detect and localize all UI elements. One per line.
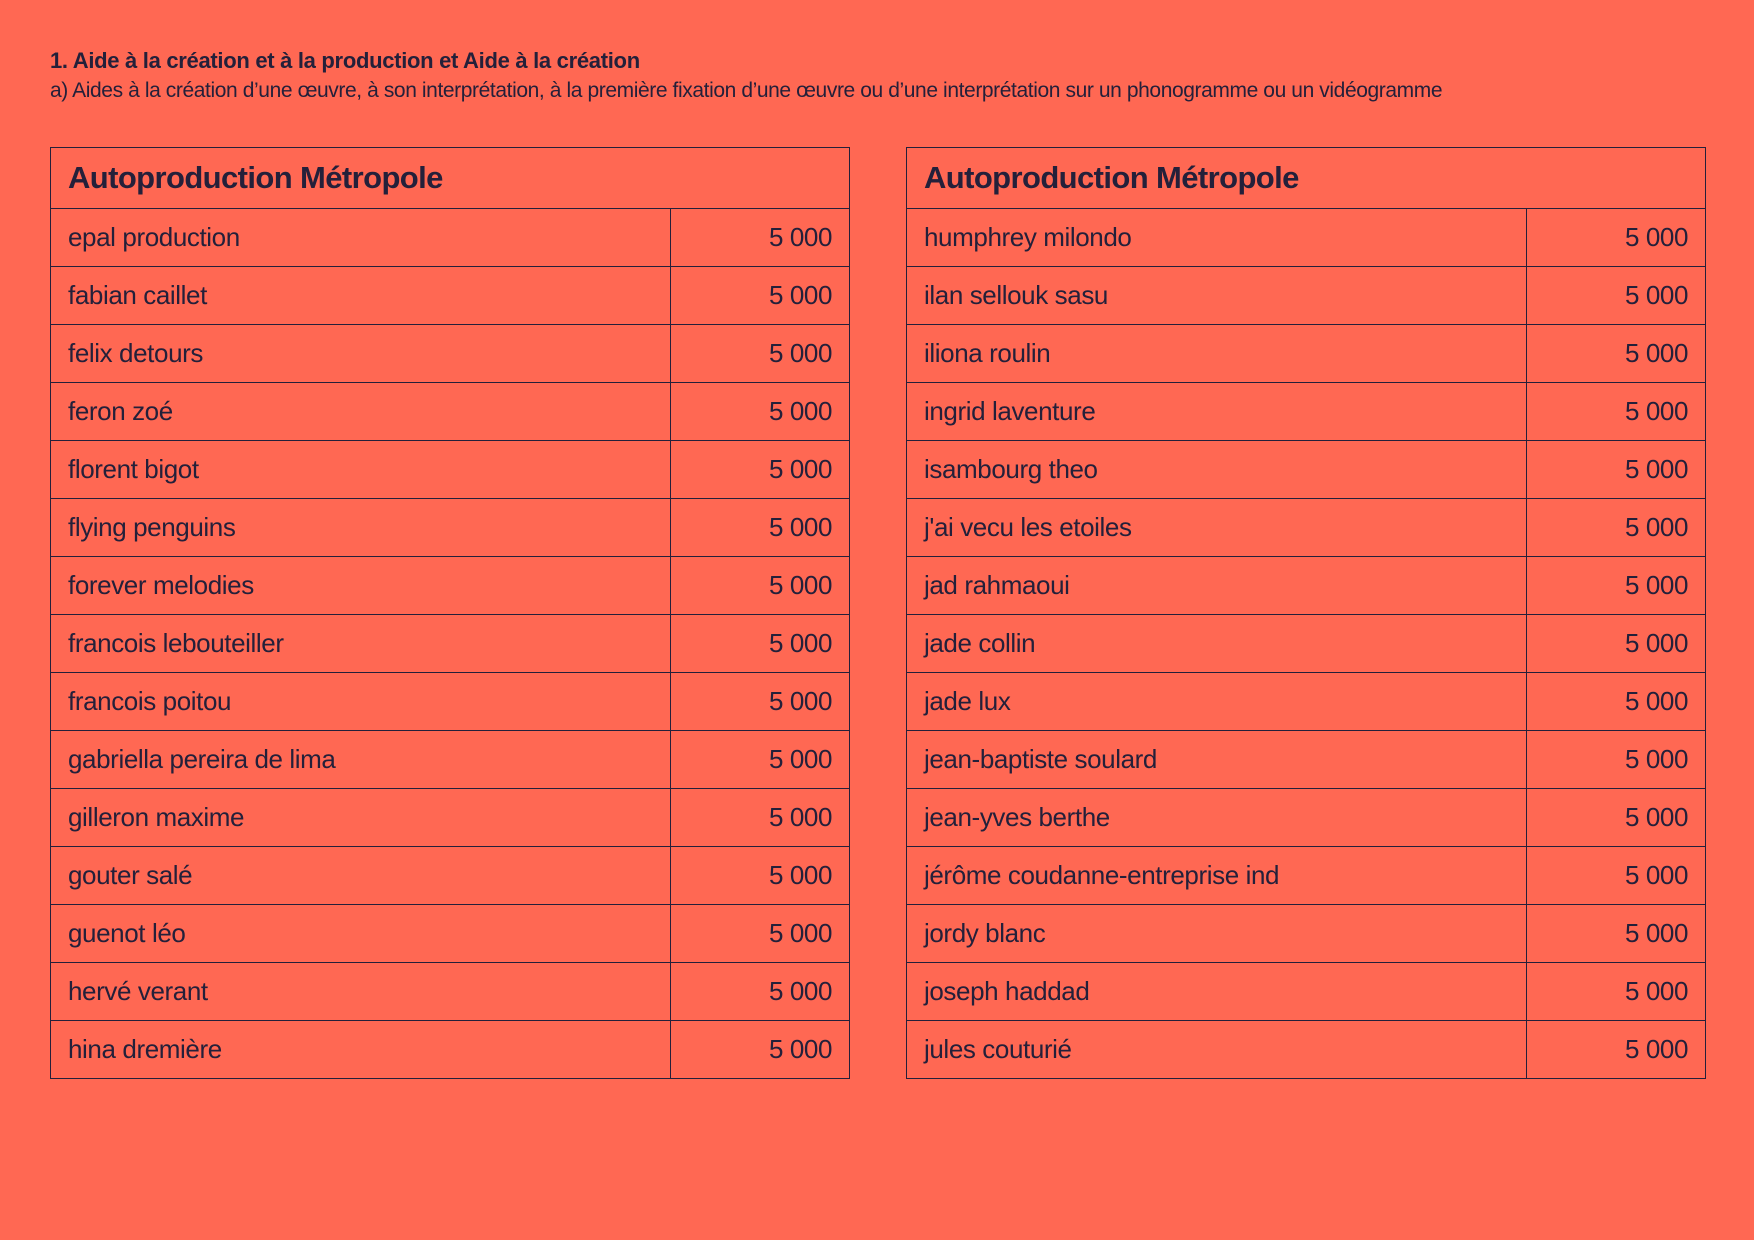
table-row: gabriella pereira de lima 5 000 bbox=[50, 730, 851, 789]
grant-amount: 5 000 bbox=[669, 730, 851, 789]
section-header: 1. Aide à la création et à la production… bbox=[50, 46, 1720, 106]
recipient-name: jade collin bbox=[906, 614, 1527, 673]
grant-amount: 5 000 bbox=[1525, 1020, 1707, 1079]
recipient-name: felix detours bbox=[50, 324, 671, 383]
table-row: jade lux 5 000 bbox=[906, 672, 1707, 731]
table-row: epal production 5 000 bbox=[50, 208, 851, 267]
grant-amount: 5 000 bbox=[1525, 440, 1707, 499]
table-row: florent bigot 5 000 bbox=[50, 440, 851, 499]
recipient-name: jean-baptiste soulard bbox=[906, 730, 1527, 789]
grant-amount: 5 000 bbox=[1525, 614, 1707, 673]
table-row: jean-baptiste soulard 5 000 bbox=[906, 730, 1707, 789]
section-title: 1. Aide à la création et à la production… bbox=[50, 48, 640, 73]
recipient-name: francois lebouteiller bbox=[50, 614, 671, 673]
table-row: hervé verant 5 000 bbox=[50, 962, 851, 1021]
table-row: hina dremière 5 000 bbox=[50, 1020, 851, 1079]
table-row: francois lebouteiller 5 000 bbox=[50, 614, 851, 673]
grant-amount: 5 000 bbox=[669, 672, 851, 731]
recipient-name: humphrey milondo bbox=[906, 208, 1527, 267]
recipient-name: hina dremière bbox=[50, 1020, 671, 1079]
recipient-name: francois poitou bbox=[50, 672, 671, 731]
table-row: francois poitou 5 000 bbox=[50, 672, 851, 731]
recipient-name: jad rahmaoui bbox=[906, 556, 1527, 615]
table-row: forever melodies 5 000 bbox=[50, 556, 851, 615]
recipient-name: florent bigot bbox=[50, 440, 671, 499]
recipient-name: gilleron maxime bbox=[50, 788, 671, 847]
table-heading: Autoproduction Métropole bbox=[905, 147, 1707, 209]
recipient-name: feron zoé bbox=[50, 382, 671, 441]
recipient-name: jérôme coudanne-entreprise ind bbox=[906, 846, 1527, 905]
table-row: jordy blanc 5 000 bbox=[906, 904, 1707, 963]
recipient-name: jade lux bbox=[906, 672, 1527, 731]
recipient-name: jordy blanc bbox=[906, 904, 1527, 963]
grant-amount: 5 000 bbox=[1525, 498, 1707, 557]
grant-amount: 5 000 bbox=[669, 208, 851, 267]
grant-amount: 5 000 bbox=[669, 382, 851, 441]
grant-amount: 5 000 bbox=[669, 440, 851, 499]
table-header-row: Autoproduction Métropole bbox=[49, 147, 851, 209]
table-row: humphrey milondo 5 000 bbox=[906, 208, 1707, 267]
grant-amount: 5 000 bbox=[669, 904, 851, 963]
recipient-name: guenot léo bbox=[50, 904, 671, 963]
table-heading: Autoproduction Métropole bbox=[49, 147, 851, 209]
recipient-name: gabriella pereira de lima bbox=[50, 730, 671, 789]
table-row: fabian caillet 5 000 bbox=[50, 266, 851, 325]
grant-amount: 5 000 bbox=[1525, 208, 1707, 267]
recipient-name: forever melodies bbox=[50, 556, 671, 615]
grant-amount: 5 000 bbox=[1525, 324, 1707, 383]
table-row: guenot léo 5 000 bbox=[50, 904, 851, 963]
table-row: flying penguins 5 000 bbox=[50, 498, 851, 557]
grant-amount: 5 000 bbox=[669, 324, 851, 383]
table-row: felix detours 5 000 bbox=[50, 324, 851, 383]
table-row: ilan sellouk sasu 5 000 bbox=[906, 266, 1707, 325]
table-row: jérôme coudanne-entreprise ind 5 000 bbox=[906, 846, 1707, 905]
grant-amount: 5 000 bbox=[669, 1020, 851, 1079]
recipient-name: joseph haddad bbox=[906, 962, 1527, 1021]
grant-amount: 5 000 bbox=[669, 498, 851, 557]
table-row: jean-yves berthe 5 000 bbox=[906, 788, 1707, 847]
grant-amount: 5 000 bbox=[1525, 556, 1707, 615]
table-row: j'ai vecu les etoiles 5 000 bbox=[906, 498, 1707, 557]
grant-amount: 5 000 bbox=[669, 556, 851, 615]
grant-amount: 5 000 bbox=[1525, 266, 1707, 325]
grant-amount: 5 000 bbox=[669, 962, 851, 1021]
recipient-name: jules couturié bbox=[906, 1020, 1527, 1079]
recipient-name: jean-yves berthe bbox=[906, 788, 1527, 847]
grant-amount: 5 000 bbox=[1525, 904, 1707, 963]
table-row: jules couturié 5 000 bbox=[906, 1020, 1707, 1079]
grant-table-right: Autoproduction Métropole humphrey milond… bbox=[905, 147, 1707, 1079]
grant-amount: 5 000 bbox=[669, 788, 851, 847]
table-row: feron zoé 5 000 bbox=[50, 382, 851, 441]
table-row: isambourg theo 5 000 bbox=[906, 440, 1707, 499]
table-row: ingrid laventure 5 000 bbox=[906, 382, 1707, 441]
recipient-name: epal production bbox=[50, 208, 671, 267]
table-row: gilleron maxime 5 000 bbox=[50, 788, 851, 847]
grant-amount: 5 000 bbox=[1525, 788, 1707, 847]
grant-amount: 5 000 bbox=[669, 266, 851, 325]
recipient-name: flying penguins bbox=[50, 498, 671, 557]
grant-table-left: Autoproduction Métropole epal production… bbox=[49, 147, 851, 1079]
table-row: joseph haddad 5 000 bbox=[906, 962, 1707, 1021]
table-row: iliona roulin 5 000 bbox=[906, 324, 1707, 383]
grant-amount: 5 000 bbox=[1525, 382, 1707, 441]
table-row: jade collin 5 000 bbox=[906, 614, 1707, 673]
table-header-row: Autoproduction Métropole bbox=[905, 147, 1707, 209]
recipient-name: gouter salé bbox=[50, 846, 671, 905]
recipient-name: fabian caillet bbox=[50, 266, 671, 325]
grant-amount: 5 000 bbox=[1525, 672, 1707, 731]
grant-amount: 5 000 bbox=[669, 846, 851, 905]
recipient-name: isambourg theo bbox=[906, 440, 1527, 499]
table-row: gouter salé 5 000 bbox=[50, 846, 851, 905]
recipient-name: ingrid laventure bbox=[906, 382, 1527, 441]
section-subtitle: a) Aides à la création d’une œuvre, à so… bbox=[50, 79, 1443, 102]
recipient-name: hervé verant bbox=[50, 962, 671, 1021]
table-row: jad rahmaoui 5 000 bbox=[906, 556, 1707, 615]
grant-amount: 5 000 bbox=[1525, 962, 1707, 1021]
recipient-name: ilan sellouk sasu bbox=[906, 266, 1527, 325]
grant-amount: 5 000 bbox=[669, 614, 851, 673]
recipient-name: iliona roulin bbox=[906, 324, 1527, 383]
grant-amount: 5 000 bbox=[1525, 846, 1707, 905]
grant-amount: 5 000 bbox=[1525, 730, 1707, 789]
recipient-name: j'ai vecu les etoiles bbox=[906, 498, 1527, 557]
